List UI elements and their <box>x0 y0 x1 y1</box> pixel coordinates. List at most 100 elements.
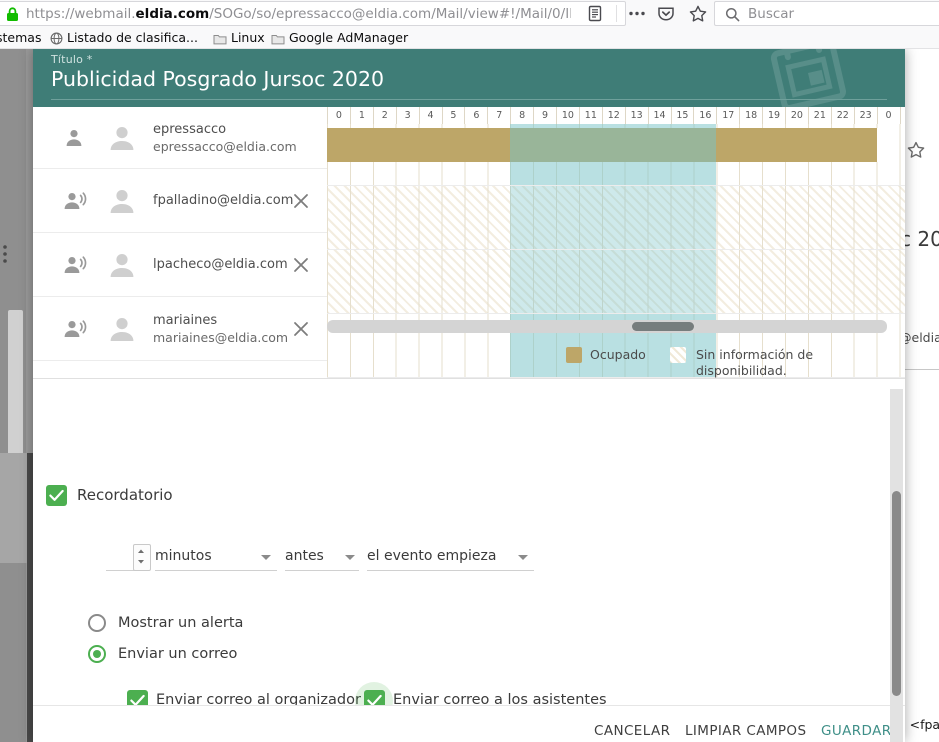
url-prefix: https://webmail. <box>26 6 136 22</box>
hour-tick: 17 <box>716 107 739 124</box>
hour-tick: 10 <box>556 107 579 124</box>
page-actions-icon[interactable] <box>624 4 650 23</box>
background-subject: c 20 <box>900 227 939 251</box>
attendee-name: mariaines <box>153 313 218 328</box>
save-button[interactable]: GUARDAR <box>821 723 892 739</box>
background-scrollbar[interactable] <box>8 310 23 470</box>
hour-tick: 21 <box>807 107 831 124</box>
radio-unselected-icon[interactable] <box>88 614 106 632</box>
address-bar-url: https://webmail.eldia.com/SOGo/so/epress… <box>26 5 571 24</box>
hour-tick: 14 <box>647 107 671 124</box>
organizer-icon <box>63 126 87 150</box>
hour-tick: 6 <box>464 107 487 124</box>
folder-icon <box>213 32 227 50</box>
legend-nodata-swatch <box>670 347 686 363</box>
address-bar[interactable]: https://webmail.eldia.com/SOGo/so/epress… <box>0 1 626 26</box>
selected-time-range[interactable] <box>510 250 717 313</box>
reminder-anchor-select[interactable]: el evento empieza <box>367 544 534 571</box>
hour-tick: 4 <box>418 107 442 124</box>
reminder-relation-value: antes <box>285 548 324 564</box>
bookmark-item-sistemas[interactable]: stemas <box>0 29 41 47</box>
reminder-unit-select[interactable]: minutos <box>155 544 277 571</box>
reminder-amount-underline <box>106 570 149 571</box>
hour-tick: 19 <box>762 107 785 124</box>
reminder-anchor-value: el evento empieza <box>367 548 497 564</box>
bookmark-star-icon[interactable] <box>906 140 926 160</box>
more-options-icon[interactable] <box>1 243 9 265</box>
hour-tick: 2 <box>372 107 396 124</box>
selected-time-range[interactable] <box>510 186 717 249</box>
close-icon[interactable] <box>291 191 311 211</box>
close-icon[interactable] <box>291 255 311 275</box>
background-mail-link[interactable]: o <fpa <box>898 717 939 732</box>
hour-tick: 13 <box>624 107 648 124</box>
cancel-button[interactable]: CANCELAR <box>594 723 671 739</box>
bookmark-star-icon[interactable] <box>688 4 708 23</box>
mail-attendees-label: Enviar correo a los asistentes <box>393 692 607 708</box>
check-icon <box>130 694 145 706</box>
attendee-email: mariaines@eldia.com <box>153 330 289 345</box>
attendee-name: epressacco <box>153 122 227 137</box>
hour-tick: 0 <box>327 107 350 124</box>
hour-tick: 9 <box>533 107 556 124</box>
freebusy-row <box>327 186 905 250</box>
bookmark-item-admanager[interactable]: Google AdManager <box>271 29 408 47</box>
hour-tick: 8 <box>510 107 533 124</box>
hour-tick: 15 <box>670 107 694 124</box>
legend-busy-swatch <box>566 347 582 363</box>
title-field-label: Título * <box>51 53 93 66</box>
reminder-action-alert-label: Mostrar un alerta <box>118 615 244 631</box>
reminder-amount-stepper[interactable] <box>133 544 151 571</box>
close-icon[interactable] <box>291 319 311 339</box>
bookmarks-bar: stemas Listado de clasifica... Linux <box>0 27 939 49</box>
dialog-vscrollbar-thumb[interactable] <box>892 491 901 696</box>
dialog-footer: CANCELAR LIMPIAR CAMPOS GUARDAR <box>33 705 905 742</box>
bookmark-label: stemas <box>0 30 42 45</box>
freebusy-row <box>327 250 905 314</box>
hour-tick: 18 <box>739 107 762 124</box>
hour-tick: 20 <box>785 107 808 124</box>
background-mail-pane <box>905 49 939 742</box>
bookmark-label: Google AdManager <box>289 30 409 45</box>
browser-chrome: https://webmail.eldia.com/SOGo/so/epress… <box>0 0 939 49</box>
clear-fields-button[interactable]: LIMPIAR CAMPOS <box>685 723 807 739</box>
freebusy-rows <box>327 124 905 378</box>
selected-time-range[interactable] <box>510 124 717 185</box>
reminder-unit-value: minutos <box>155 548 212 564</box>
hour-gridlines <box>327 250 905 313</box>
freebusy-hscrollbar-track[interactable] <box>327 320 887 333</box>
attendee-icon <box>63 253 87 277</box>
reader-mode-icon[interactable] <box>585 4 605 23</box>
freebusy-legend: Ocupado Sin información de disponibilida… <box>33 341 905 378</box>
event-editor-dialog: Título * Publicidad Posgrado Jursoc 2020… <box>33 49 905 742</box>
hour-tick: 1 <box>349 107 373 124</box>
search-placeholder: Buscar <box>748 6 795 22</box>
title-input[interactable]: Publicidad Posgrado Jursoc 2020 <box>51 67 385 91</box>
calendar-event-icon <box>760 49 856 107</box>
hour-tick: 12 <box>601 107 625 124</box>
hour-tick: 7 <box>487 107 510 124</box>
chevron-down-icon <box>345 555 355 560</box>
reminder-enabled-checkbox[interactable] <box>46 485 67 506</box>
attendee-icon <box>63 317 87 341</box>
reminder-enabled-label: Recordatorio <box>77 486 173 504</box>
background-left-strip <box>0 453 27 563</box>
bookmark-label: Listado de clasifica... <box>67 30 198 45</box>
bookmark-item-linux[interactable]: Linux <box>213 29 265 47</box>
chevron-down-icon <box>261 555 271 560</box>
pocket-icon[interactable] <box>656 4 676 23</box>
check-icon <box>367 694 382 706</box>
reminder-relation-select[interactable]: antes <box>285 544 359 571</box>
freebusy-grid[interactable]: 0123456789101112131415161718192021222301… <box>327 107 905 378</box>
chevron-down-icon <box>518 555 528 560</box>
freebusy-hscrollbar-thumb[interactable] <box>632 322 694 331</box>
search-bar[interactable]: Buscar <box>714 1 939 26</box>
attendee-list: epressacco epressacco@eldia.com fpalladino… <box>33 107 327 378</box>
radio-selected-icon[interactable] <box>88 645 106 663</box>
hour-tick: 1 <box>899 107 906 124</box>
chrome-separator <box>0 48 939 49</box>
browser-toolbar: https://webmail.eldia.com/SOGo/so/epress… <box>0 0 939 27</box>
attendee-email: fpalladino@eldia.com <box>153 193 294 208</box>
bookmark-item-listado[interactable]: Listado de clasifica... <box>50 29 198 47</box>
reminder-section: Recordatorio 5 minutos antes el evento e… <box>33 389 905 720</box>
